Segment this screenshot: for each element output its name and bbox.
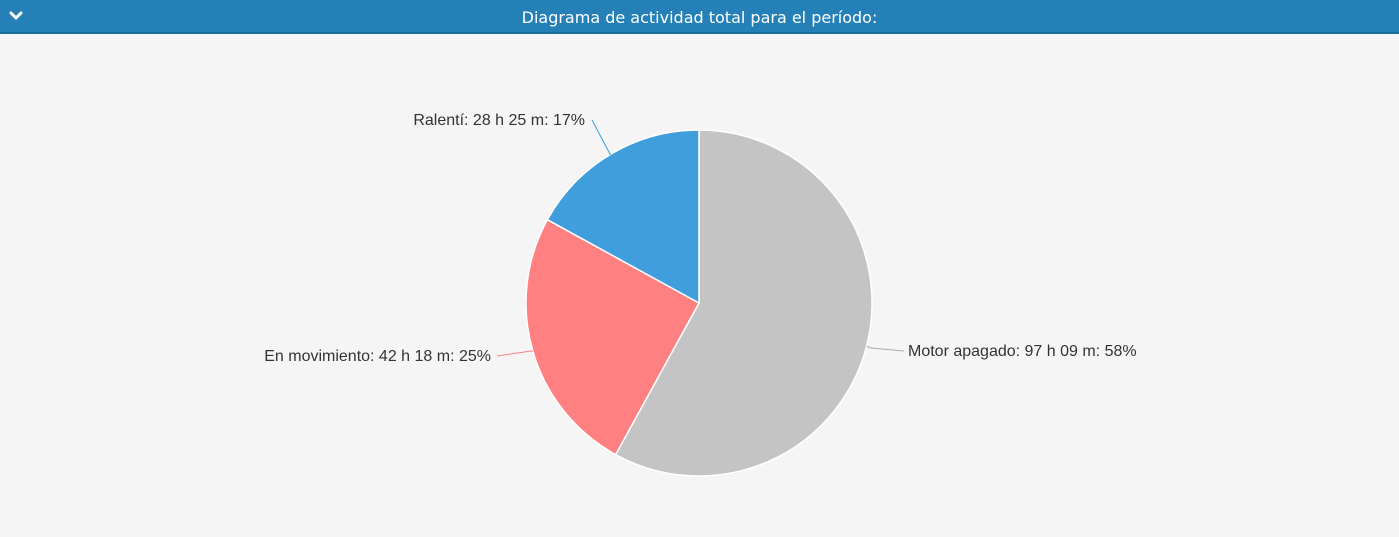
activity-pie-chart: Motor apagado: 97 h 09 m: 58% En movimien… (0, 36, 1399, 532)
slice-data-label: Motor apagado: 97 h 09 m: 58% (908, 343, 1137, 360)
slice-connector-line (866, 345, 905, 352)
pie-chart-svg: Motor apagado: 97 h 09 m: 58% En movimien… (264, 112, 1137, 477)
slice-connector-line (591, 119, 611, 155)
panel-title: Diagrama de actividad total para el perí… (521, 8, 878, 27)
pie-slice-en-movimiento[interactable] (525, 218, 701, 456)
slice-connector-line (496, 350, 533, 357)
panel-header: Diagrama de actividad total para el perí… (0, 0, 1399, 34)
slice-data-label: Ralentí: 28 h 25 m: 17% (413, 112, 585, 129)
pie-slice-ralent-[interactable] (546, 129, 700, 305)
slice-data-label: En movimiento: 42 h 18 m: 25% (264, 348, 491, 365)
chevron-down-icon[interactable] (4, 4, 28, 28)
